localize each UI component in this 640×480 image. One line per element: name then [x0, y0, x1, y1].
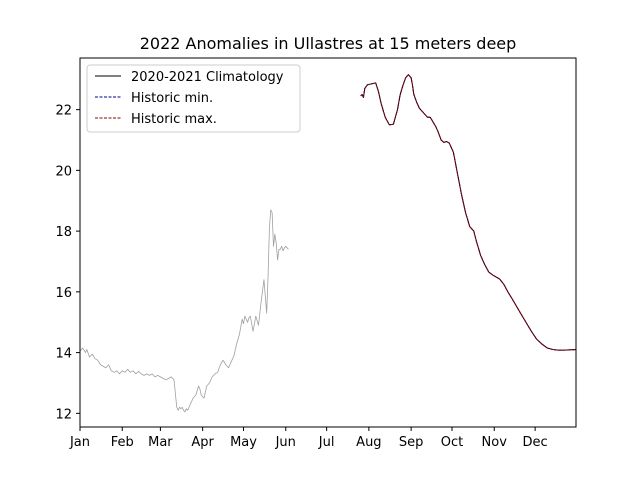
- x-tick-label: Jan: [69, 435, 90, 450]
- series-line-2020-2021-climatology: [360, 74, 577, 351]
- plot-area-frame: [79, 57, 577, 428]
- y-tick-label: 20: [55, 164, 72, 179]
- x-tick-label: Apr: [191, 435, 214, 450]
- x-tick-label: May: [230, 435, 257, 450]
- x-tick-label: Oct: [441, 435, 463, 450]
- y-tick-label: 14: [55, 347, 72, 362]
- x-axis: Jan Feb Mar Apr May Jun Jul Aug Sep Oct Nov Dec: [69, 427, 548, 450]
- legend-frame: [86, 64, 301, 133]
- y-tick-label: 22: [55, 104, 72, 119]
- legend: 2020-2021 Climatology Historic min. Histor…: [86, 64, 301, 133]
- x-tick-label: Mar: [148, 435, 173, 450]
- x-tick-label: Dec: [523, 435, 548, 450]
- legend-label-historic-max: Historic max.: [131, 112, 217, 127]
- series-layer: [79, 74, 577, 413]
- y-tick-label: 16: [55, 286, 72, 301]
- x-tick-label: Sep: [399, 435, 424, 450]
- series-line-historic-max: [360, 74, 577, 351]
- x-tick-label: Jun: [275, 435, 296, 450]
- series-line-historic-min: [360, 74, 577, 351]
- y-tick-label: 18: [55, 225, 72, 240]
- x-tick-label: Aug: [356, 435, 381, 450]
- legend-label-historic-min: Historic min.: [131, 91, 213, 106]
- x-tick-label: Feb: [111, 435, 134, 450]
- series-line-observed-2022: [79, 209, 289, 413]
- y-tick-label: 12: [55, 407, 72, 422]
- x-tick-label: Nov: [482, 435, 508, 450]
- legend-label-2020-2021-climatology: 2020-2021 Climatology: [131, 70, 284, 85]
- chart-title: 2022 Anomalies in Ullastres at 15 meters…: [140, 34, 517, 53]
- y-axis: 12 14 16 18 20 22: [55, 104, 80, 422]
- x-tick-label: Jul: [318, 435, 335, 450]
